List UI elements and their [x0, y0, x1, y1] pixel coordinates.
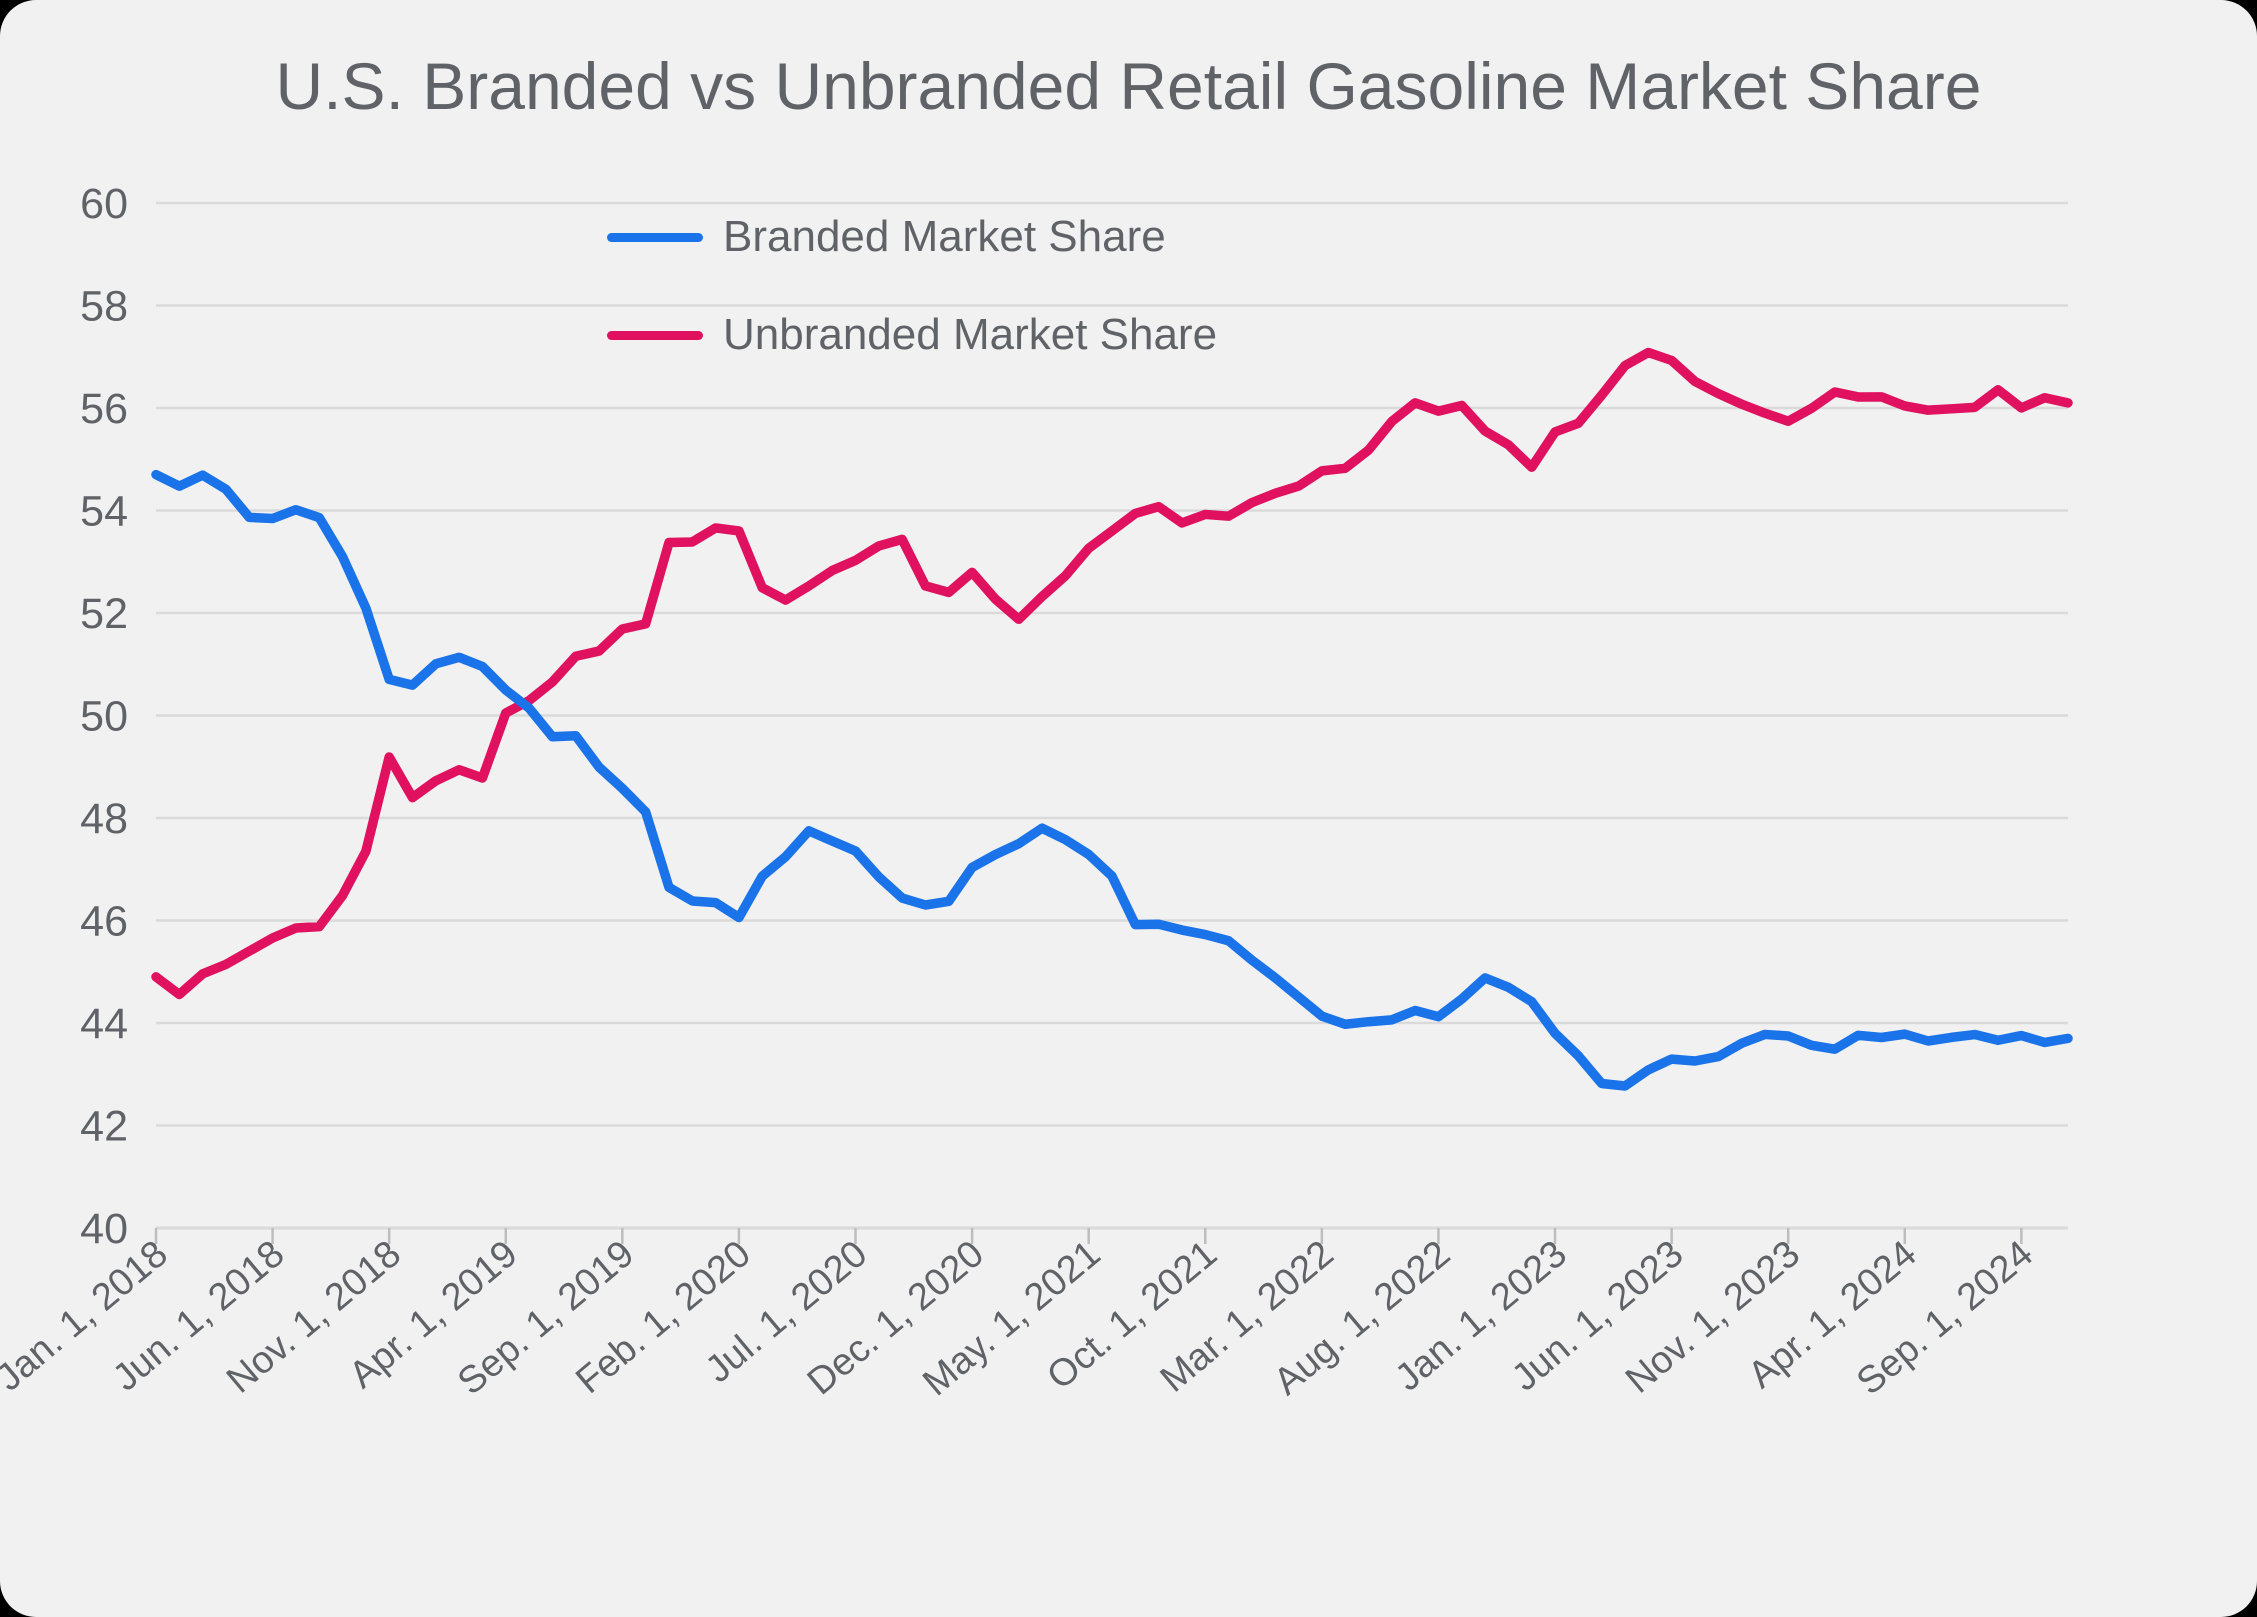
svg-text:60: 60	[80, 180, 128, 228]
svg-text:56: 56	[80, 385, 128, 433]
svg-text:40: 40	[80, 1205, 128, 1253]
svg-text:58: 58	[80, 283, 128, 331]
svg-text:42: 42	[80, 1103, 128, 1151]
svg-text:46: 46	[80, 898, 128, 946]
svg-text:52: 52	[80, 590, 128, 638]
svg-text:48: 48	[80, 795, 128, 843]
svg-text:44: 44	[80, 1000, 128, 1048]
svg-text:54: 54	[80, 488, 128, 536]
svg-text:50: 50	[80, 693, 128, 741]
